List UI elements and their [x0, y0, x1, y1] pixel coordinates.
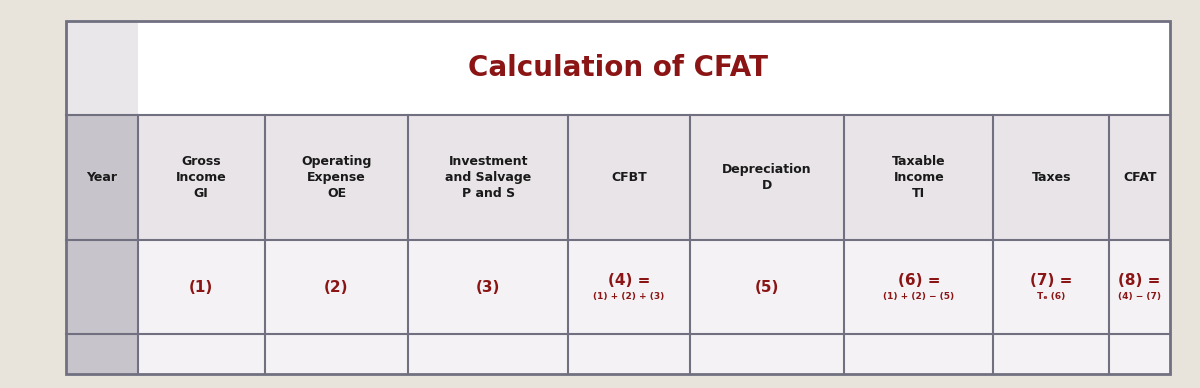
Bar — [66, 240, 1170, 334]
Text: (3): (3) — [476, 279, 500, 294]
Text: (4) =: (4) = — [608, 272, 650, 288]
Bar — [66, 334, 1170, 374]
Bar — [66, 21, 138, 115]
Bar — [66, 115, 1170, 240]
Text: (1): (1) — [190, 279, 214, 294]
Text: (2): (2) — [324, 279, 349, 294]
Text: (5): (5) — [755, 279, 779, 294]
Text: (4) − (7): (4) − (7) — [1118, 292, 1162, 301]
Text: Investment
and Salvage
P and S: Investment and Salvage P and S — [445, 155, 532, 200]
Text: Taxes: Taxes — [1032, 171, 1072, 184]
Text: Operating
Expense
OE: Operating Expense OE — [301, 155, 372, 200]
Text: Tₑ (6): Tₑ (6) — [1037, 292, 1066, 301]
Text: Gross
Income
GI: Gross Income GI — [176, 155, 227, 200]
Text: (1) + (2) − (5): (1) + (2) − (5) — [883, 292, 954, 301]
Text: Depreciation
D: Depreciation D — [722, 163, 812, 192]
Text: (8) =: (8) = — [1118, 272, 1160, 288]
Text: (1) + (2) + (3): (1) + (2) + (3) — [594, 292, 665, 301]
Text: (7) =: (7) = — [1030, 272, 1073, 288]
Text: CFAT: CFAT — [1123, 171, 1157, 184]
Bar — [66, 21, 1170, 115]
Text: Taxable
Income
TI: Taxable Income TI — [892, 155, 946, 200]
Text: Calculation of CFAT: Calculation of CFAT — [468, 54, 768, 82]
Text: (6) =: (6) = — [898, 272, 940, 288]
Text: Year: Year — [86, 171, 118, 184]
Bar — [66, 115, 138, 240]
Bar — [66, 240, 138, 334]
Bar — [66, 334, 138, 374]
Text: CFBT: CFBT — [611, 171, 647, 184]
